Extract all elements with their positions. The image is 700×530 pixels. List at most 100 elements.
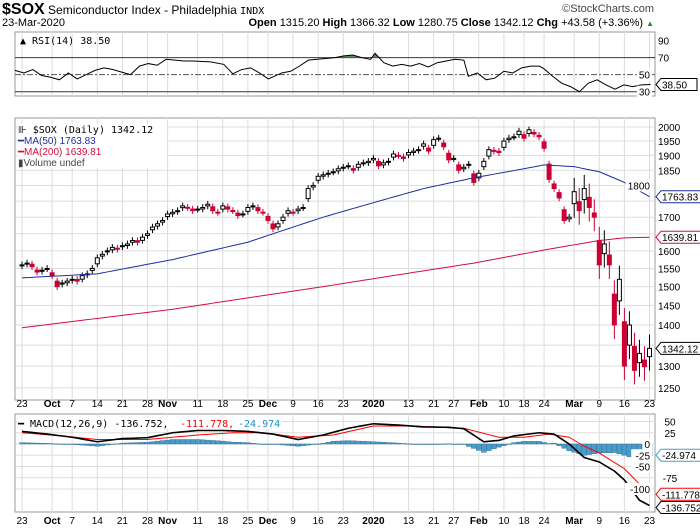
macd-histogram-bar <box>385 442 392 445</box>
macd-histogram-bar <box>194 439 201 445</box>
candle-body <box>616 278 622 302</box>
macd-y-tick-bg <box>631 460 652 473</box>
macd-y-tick: -75 <box>663 474 678 485</box>
price-y-tick: 1500 <box>658 283 681 294</box>
candle-body <box>124 243 130 246</box>
candle <box>647 334 652 371</box>
candle-body <box>94 257 100 265</box>
candle <box>235 209 241 219</box>
macd-y-tick-bg <box>631 449 652 462</box>
candle-body <box>416 149 422 152</box>
candle <box>99 251 105 260</box>
macd-histogram-bar <box>410 443 417 445</box>
candle <box>641 346 647 381</box>
candle <box>636 339 642 377</box>
x-tick-label: 11 <box>193 516 204 527</box>
candle-body <box>647 347 652 358</box>
rsi-line <box>14 52 651 93</box>
candle <box>270 220 276 233</box>
candle <box>175 207 181 215</box>
x-tick-label: 27 <box>448 516 460 527</box>
macd-last-tag <box>655 501 700 515</box>
macd-histogram-bar <box>481 443 487 453</box>
candle <box>34 266 40 276</box>
candle-body <box>134 240 140 243</box>
candle-body <box>165 213 171 218</box>
macd-histogram-bar <box>255 443 261 445</box>
candle-body <box>24 262 30 265</box>
candle <box>145 230 150 239</box>
macd-histogram-bar <box>425 443 432 445</box>
candle <box>501 137 507 151</box>
macd-histogram-bar <box>159 440 166 445</box>
low-label: Low <box>392 17 415 29</box>
candle-body <box>185 206 191 209</box>
candle-body <box>380 162 386 166</box>
candle-body <box>451 157 457 160</box>
candle <box>345 162 351 170</box>
x-tick-label: 25 <box>242 516 254 527</box>
macd-histogram-bar <box>144 442 151 445</box>
macd-histogram-bar <box>39 443 45 445</box>
x-tick-label: Feb <box>470 516 488 527</box>
close-label: Close <box>460 17 491 29</box>
candle-body <box>64 280 70 284</box>
rsi-last-label: 38.50 <box>662 80 687 91</box>
x-tick-label: Mar <box>565 516 583 527</box>
candle <box>320 171 326 180</box>
candle-body <box>446 152 452 161</box>
macd-hist-legend: -24.974 <box>238 419 280 430</box>
candle-body <box>606 254 612 266</box>
candle-body <box>200 206 206 210</box>
candle <box>616 265 622 315</box>
macd-histogram-bar <box>471 443 477 449</box>
x-tick-label: 14 <box>92 399 104 410</box>
macd-histogram-bar <box>611 443 618 453</box>
candle-body <box>109 246 115 251</box>
candle <box>29 260 35 271</box>
x-tick-label: 18 <box>518 399 530 410</box>
candle-body <box>260 211 266 214</box>
candle <box>155 220 161 230</box>
candle-body <box>436 137 442 140</box>
candle-body <box>406 152 412 156</box>
candle-body <box>411 150 417 153</box>
candle <box>335 165 341 175</box>
macd-histogram-bar <box>265 443 271 445</box>
ma200-line <box>21 236 650 329</box>
candle <box>606 241 612 279</box>
macd-histogram-bar <box>380 442 387 445</box>
macd-histogram-bar <box>260 443 266 445</box>
macd-histogram-bar <box>235 442 241 445</box>
ma50-last-tag <box>655 190 700 204</box>
candle <box>64 277 70 287</box>
chart-title: $SOX Semiconductor Index - Philadelphia … <box>2 1 264 19</box>
macd-histogram-bar <box>536 441 542 445</box>
candle-body <box>441 142 447 148</box>
candle <box>200 204 206 213</box>
x-tick-label: 10 <box>498 399 510 410</box>
macd-y-tick: 0 <box>644 440 650 451</box>
candle <box>325 169 331 178</box>
macd-y-tick: -50 <box>636 463 651 474</box>
candle-body <box>626 324 632 346</box>
candle-body <box>220 205 226 210</box>
candle <box>380 159 386 169</box>
macd-line <box>21 422 650 507</box>
x-tick-label: 21 <box>428 399 440 410</box>
price-y-tick-bg <box>625 179 652 192</box>
ma50-line <box>21 164 650 279</box>
candle-body <box>360 162 366 165</box>
candle <box>19 261 25 269</box>
x-tick-label: Dec <box>259 516 278 527</box>
candle-body <box>556 192 562 199</box>
candle <box>466 160 472 169</box>
macd-histogram-bar <box>270 443 276 445</box>
candle-body <box>59 282 65 285</box>
macd-histogram-bar <box>54 443 60 445</box>
macd-histogram-bar <box>315 443 321 445</box>
candle-body <box>145 233 150 236</box>
candle <box>305 185 311 202</box>
macd-hist-last-label: -24.974 <box>662 451 696 462</box>
price-y-tick: 1700 <box>658 213 681 224</box>
